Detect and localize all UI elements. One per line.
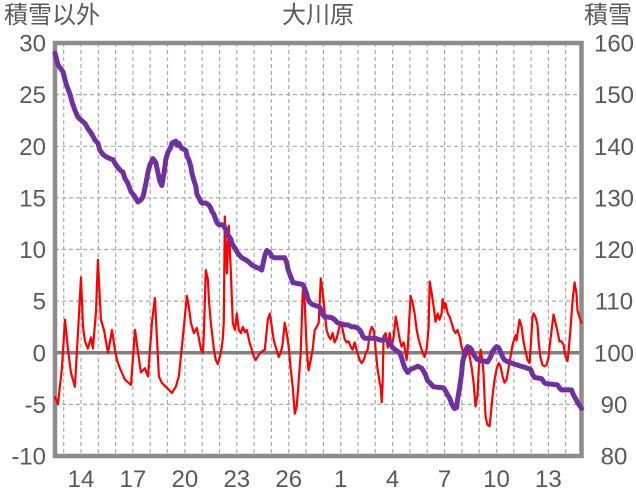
right-axis-tick-label: 100: [594, 340, 634, 367]
right-axis-title: 積雪: [584, 2, 632, 29]
x-axis-tick-label: 20: [172, 466, 199, 493]
right-axis-tick-label: 80: [601, 444, 628, 471]
right-axis-tick-label: 90: [601, 392, 628, 419]
x-axis-tick-label: 23: [223, 466, 250, 493]
x-axis-tick-label: 17: [120, 466, 147, 493]
non-snow-line: [53, 215, 583, 428]
left-axis-tick-label: 5: [33, 289, 46, 316]
left-axis-tick-label: -10: [11, 444, 46, 471]
right-axis-tick-label: 110: [595, 289, 633, 316]
left-axis-tick-label: 20: [19, 134, 46, 161]
right-axis-tick-label: 160: [594, 31, 634, 58]
left-axis-tick-label: 10: [19, 237, 46, 264]
left-axis-tick-label: 30: [19, 31, 46, 58]
left-axis-tick-label: 15: [19, 185, 46, 212]
right-axis-tick-label: 120: [594, 237, 634, 264]
x-axis-tick-label: 1: [334, 466, 347, 493]
chart-title: 大川原: [282, 2, 354, 29]
right-axis-tick-label: 130: [594, 185, 634, 212]
left-axis-tick-label: 25: [19, 82, 46, 109]
x-axis-tick-label: 26: [275, 466, 302, 493]
right-axis-tick-label: 150: [594, 82, 634, 109]
x-axis-tick-label: 10: [483, 466, 510, 493]
x-axis-tick-label: 14: [68, 466, 95, 493]
x-axis-tick-label: 7: [438, 466, 451, 493]
snow-depth-line: [52, 50, 584, 411]
right-axis-tick-label: 140: [594, 134, 634, 161]
x-axis-tick-label: 13: [535, 466, 562, 493]
left-axis-title: 積雪以外: [4, 2, 100, 29]
left-axis-tick-label: 0: [33, 340, 46, 367]
plot-border: [52, 40, 584, 459]
x-axis-tick-label: 4: [386, 466, 399, 493]
left-axis-tick-label: -5: [25, 392, 46, 419]
